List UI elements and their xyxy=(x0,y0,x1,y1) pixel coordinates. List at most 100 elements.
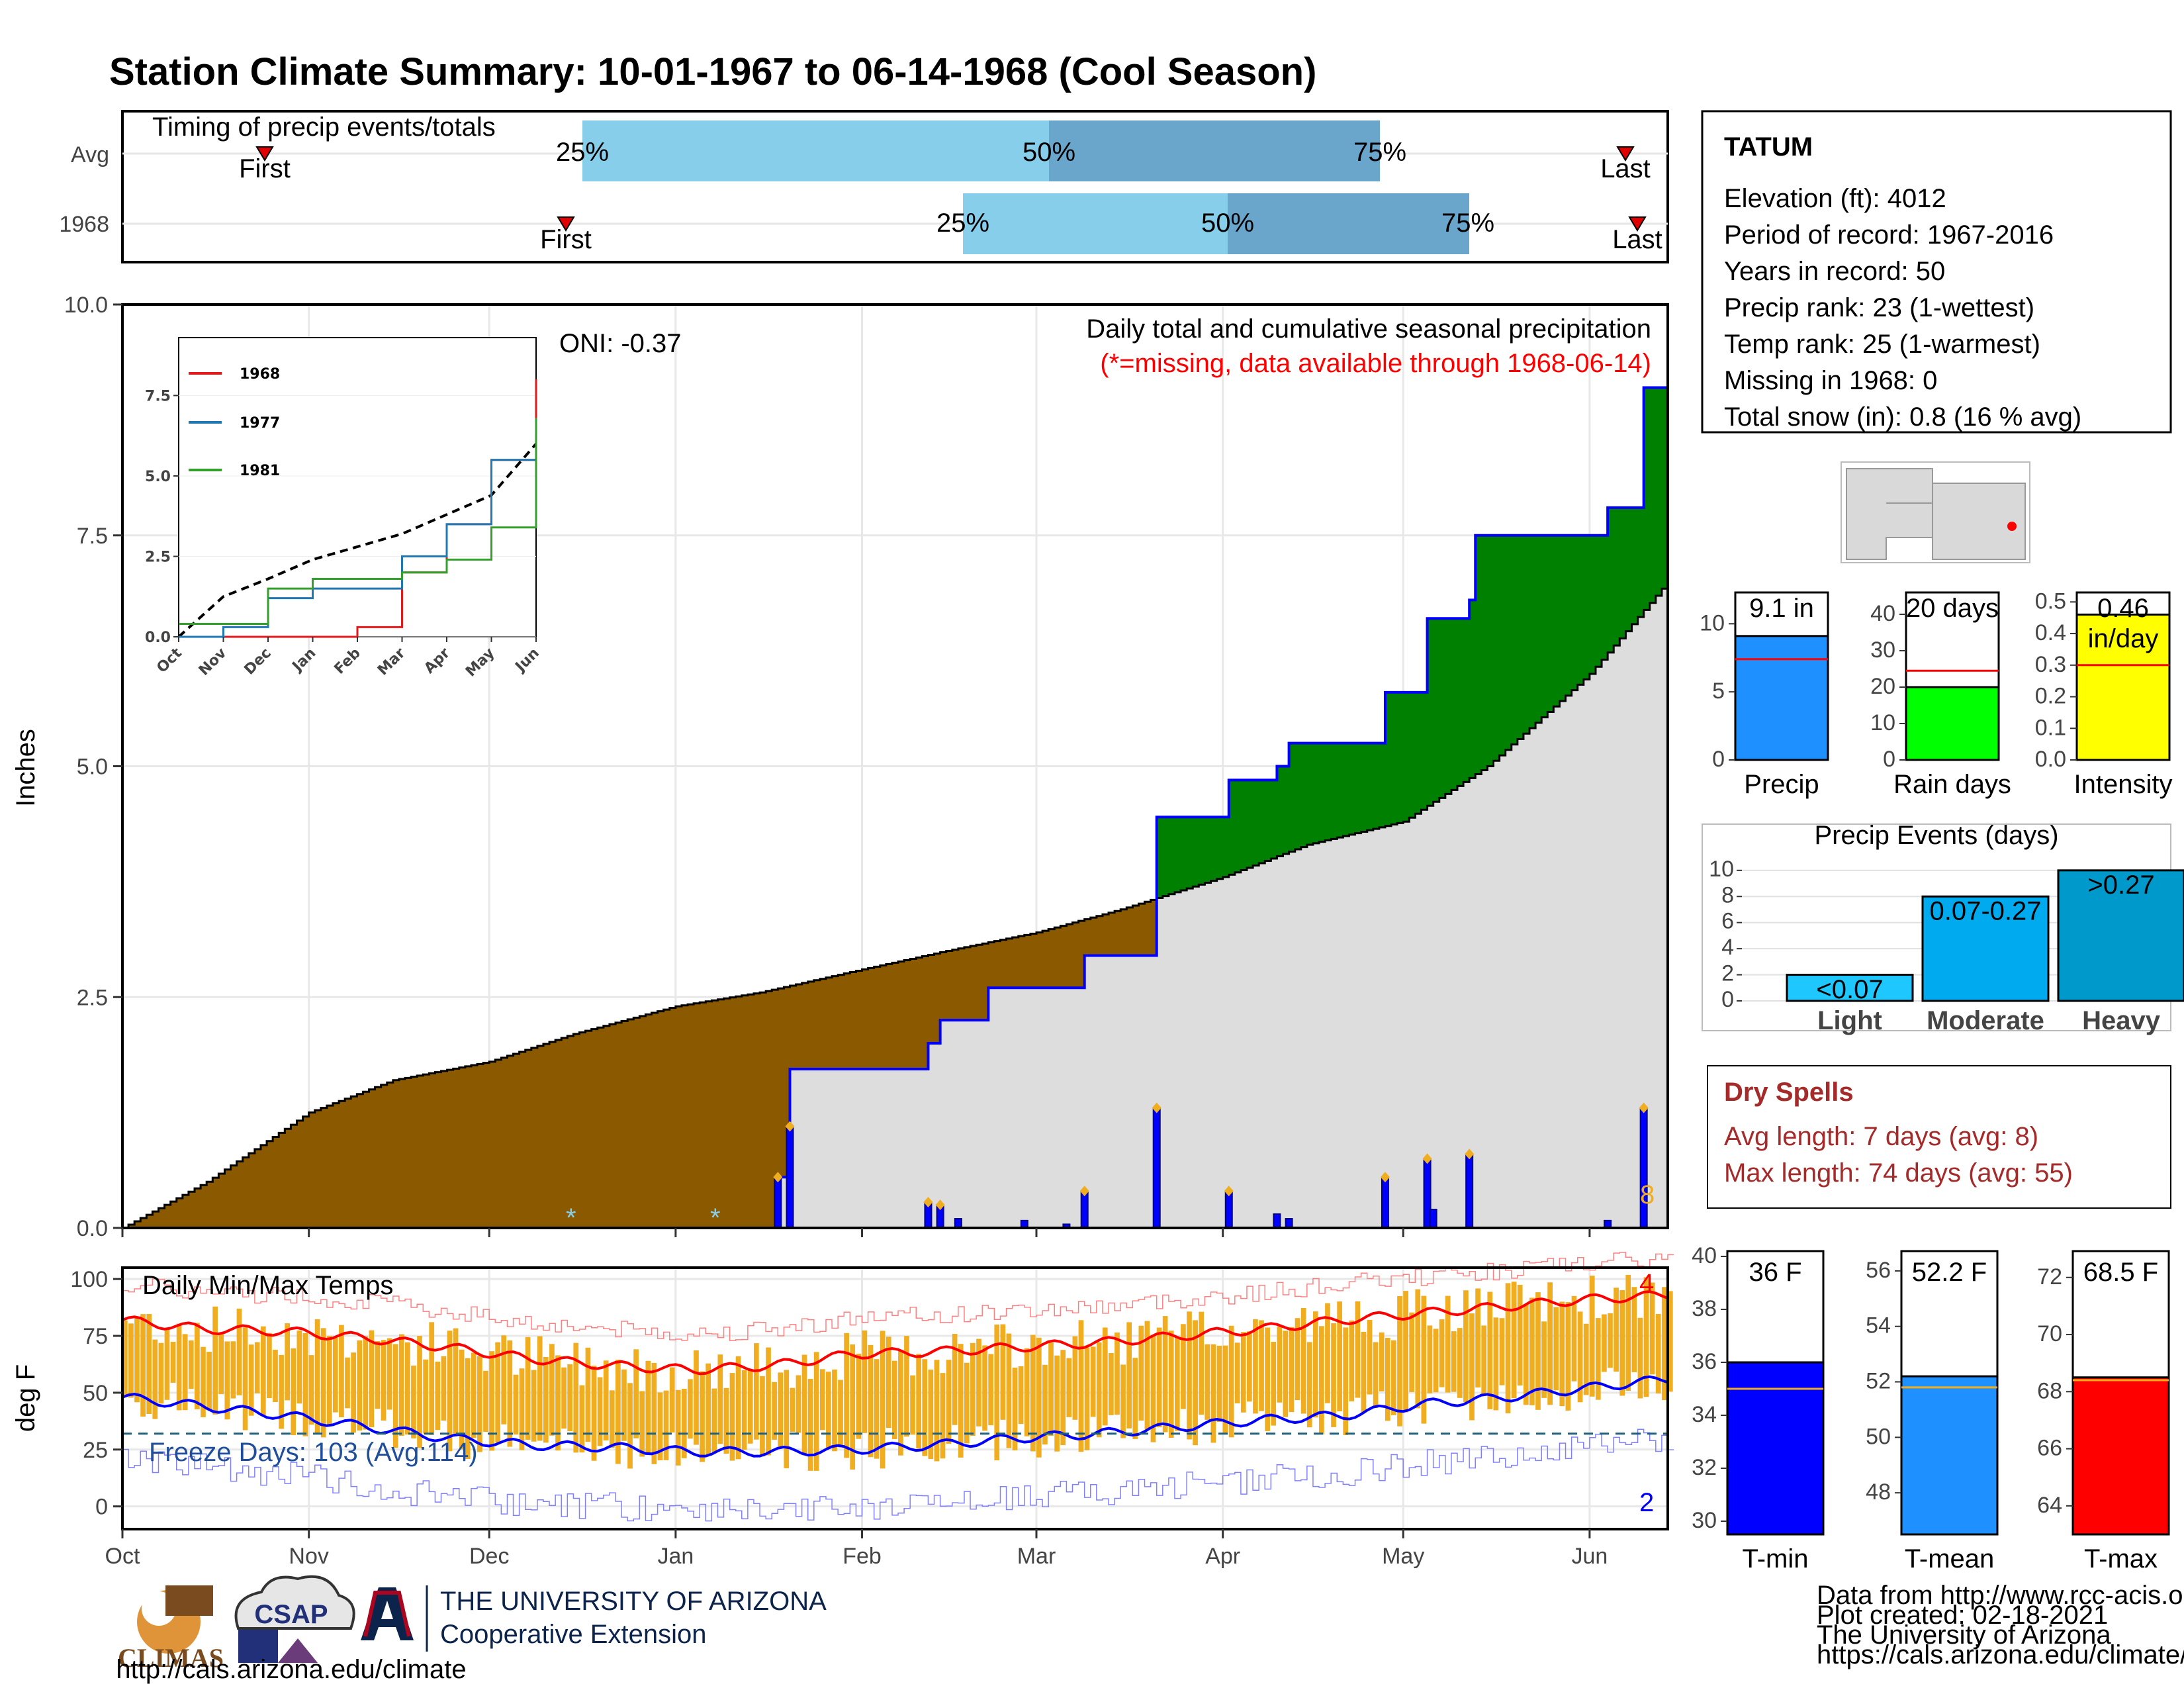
daily-temp-range-bar xyxy=(537,1336,543,1441)
precip-event-label: Moderate xyxy=(1927,1006,2044,1035)
surplus-area xyxy=(1277,766,1284,857)
temp-bar-tick-label: 38 xyxy=(1692,1296,1717,1321)
temp-bar-tick-label: 68 xyxy=(2037,1378,2062,1403)
daily-temp-range-bar xyxy=(1120,1364,1126,1438)
deficit-area xyxy=(760,992,766,1228)
daily-temp-range-bar xyxy=(1481,1325,1487,1395)
temp-bar-tick-label: 66 xyxy=(2037,1436,2062,1461)
daily-temp-range-bar xyxy=(958,1344,964,1458)
daily-temp-range-bar xyxy=(273,1349,278,1403)
inset-series-1981 xyxy=(179,418,537,626)
daily-temp-range-bar xyxy=(916,1354,921,1449)
surplus-area xyxy=(1343,743,1350,836)
daily-temp-range-bar xyxy=(152,1339,158,1419)
surplus-area xyxy=(1205,817,1212,883)
temp-bar-tick-label: 30 xyxy=(1692,1508,1717,1533)
daily-temp-range-bar xyxy=(1168,1331,1174,1438)
csap-logo-text: CSAP xyxy=(254,1600,328,1629)
deficit-area xyxy=(633,1017,640,1228)
temp-bar-tick-label: 64 xyxy=(2037,1493,2062,1518)
surplus-area xyxy=(1162,817,1169,896)
daily-temp-range-bar xyxy=(501,1335,507,1425)
daily-temp-range-bar xyxy=(807,1379,813,1471)
daily-temp-range-bar xyxy=(164,1329,170,1400)
temp-layers xyxy=(122,1252,1674,1522)
daily-temp-range-bar xyxy=(940,1373,946,1459)
max-record-count: 4 xyxy=(1639,1269,1654,1298)
surplus-area xyxy=(1199,817,1206,885)
temp-y-tick-label: 25 xyxy=(83,1438,108,1463)
surplus-area xyxy=(1487,535,1494,767)
daily-temp-range-bar xyxy=(850,1344,856,1470)
deficit-area xyxy=(609,1024,616,1228)
daily-precip-bar xyxy=(1080,1190,1089,1229)
deficit-area xyxy=(579,1032,586,1228)
deficit-area xyxy=(254,1149,261,1228)
daily-temp-range-bar xyxy=(146,1314,152,1414)
deficit-area xyxy=(801,982,809,1070)
deficit-area xyxy=(176,1198,183,1228)
deficit-area xyxy=(1115,911,1121,956)
csap-url: http://cals.arizona.edu/climate xyxy=(116,1655,466,1684)
daily-temp-range-bar xyxy=(1325,1303,1330,1403)
deficit-area xyxy=(994,941,1001,988)
surplus-area xyxy=(1631,507,1639,624)
deficit-area xyxy=(140,1218,147,1228)
surplus-area xyxy=(1228,780,1236,875)
precip-y-tick-label: 7.5 xyxy=(77,524,108,549)
deficit-area xyxy=(501,1057,508,1228)
inset-legend-1981: 1981 xyxy=(240,463,280,479)
temp-bar-tick-label: 34 xyxy=(1692,1402,1717,1427)
temp-y-tick-label: 100 xyxy=(70,1267,108,1292)
daily-temp-range-bar xyxy=(543,1356,549,1443)
daily-temp-range-bar xyxy=(705,1363,711,1455)
avg-q50-q75-bar xyxy=(1049,120,1380,181)
daily-temp-range-bar xyxy=(471,1352,477,1438)
oni-label: ONI: -0.37 xyxy=(559,329,682,358)
month-tick-label: Mar xyxy=(1017,1544,1056,1569)
deficit-area xyxy=(723,998,731,1228)
deficit-area xyxy=(369,1089,376,1228)
temp-y-tick-label: 75 xyxy=(83,1324,108,1349)
daily-temp-range-bar xyxy=(1661,1287,1667,1401)
daily-temp-range-bar xyxy=(1253,1319,1258,1414)
deficit-area xyxy=(381,1084,388,1228)
daily-temp-range-bar xyxy=(627,1383,633,1469)
deficit-area xyxy=(681,1005,688,1228)
surplus-area xyxy=(1493,535,1500,761)
daily-temp-range-bar xyxy=(128,1323,134,1398)
daily-temp-range-bar xyxy=(459,1349,465,1450)
temp-bar-tick-label: 70 xyxy=(2037,1321,2062,1346)
deficit-area xyxy=(826,977,833,1070)
daily-temp-range-bar xyxy=(1277,1327,1283,1403)
deficit-area xyxy=(940,952,947,1021)
deficit-area xyxy=(976,945,983,1021)
surplus-area xyxy=(1355,743,1362,833)
surplus-area xyxy=(1463,618,1470,782)
daily-temp-range-bar xyxy=(1559,1301,1565,1407)
missing-note: (*=missing, data available through 1968-… xyxy=(1100,349,1651,378)
inset-frame xyxy=(178,337,537,637)
deficit-area xyxy=(459,1067,466,1228)
precip-event-bar-light xyxy=(1786,974,1914,1002)
dry-spells-title: Dry Spells xyxy=(1724,1078,1854,1107)
temp-bar-value: 52.2 F xyxy=(1912,1258,1987,1287)
daily-temp-range-bar xyxy=(747,1370,753,1444)
daily-temp-range-bar xyxy=(489,1351,494,1451)
deficit-area xyxy=(1120,909,1127,956)
month-axis: Oct Nov Dec Jan Feb Mar Apr May Jun xyxy=(105,1529,1608,1569)
daily-temp-range-bar xyxy=(1048,1342,1054,1436)
deficit-area xyxy=(273,1137,279,1228)
daily-temp-range-bar xyxy=(1030,1335,1036,1452)
daily-temp-range-bar xyxy=(723,1387,729,1454)
average-cumulative-line xyxy=(122,581,1669,1229)
daily-temp-range-bar xyxy=(1505,1283,1511,1414)
surplus-area xyxy=(1523,535,1530,734)
deficit-area xyxy=(850,972,857,1070)
daily-temp-range-bar xyxy=(952,1333,958,1425)
precip-event-bar-moderate xyxy=(1921,895,2050,1002)
daily-temp-range-bar xyxy=(1409,1312,1415,1392)
deficit-area xyxy=(561,1038,568,1228)
deficit-area xyxy=(567,1036,574,1228)
y1968-q50-q75-bar xyxy=(1228,193,1469,254)
